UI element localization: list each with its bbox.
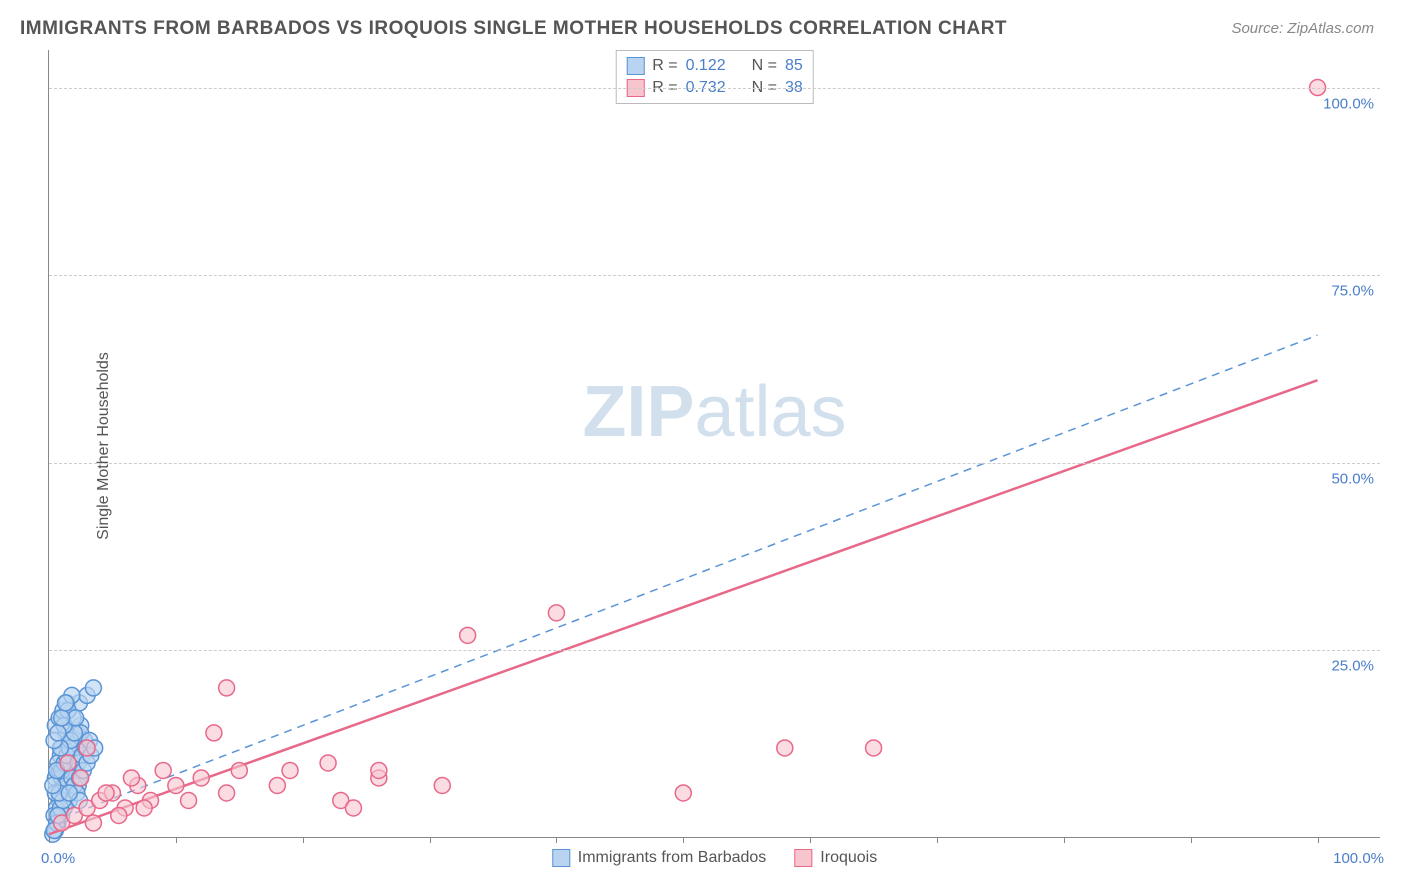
grid-line <box>49 463 1380 464</box>
plot-area: ZIPatlas R =0.122N =85R =0.732N =38 Immi… <box>48 50 1380 838</box>
data-point <box>282 762 298 778</box>
legend-series-label: Immigrants from Barbados <box>578 849 767 867</box>
data-point <box>73 770 89 786</box>
data-point <box>57 695 73 711</box>
x-tick-label: 100.0% <box>1333 850 1384 867</box>
data-point <box>269 777 285 793</box>
x-tick <box>556 837 557 843</box>
data-point <box>866 740 882 756</box>
data-point <box>219 680 235 696</box>
trend-line <box>49 335 1318 823</box>
x-tick-label: 0.0% <box>41 850 75 867</box>
y-tick-label: 25.0% <box>1331 658 1374 675</box>
x-tick <box>1191 837 1192 843</box>
legend-swatch <box>794 849 812 867</box>
y-tick-label: 50.0% <box>1331 470 1374 487</box>
data-point <box>60 755 76 771</box>
data-point <box>61 785 77 801</box>
legend-series: Immigrants from Barbados Iroquois <box>552 849 877 867</box>
data-point <box>434 777 450 793</box>
legend-r-label: R = <box>652 55 677 77</box>
data-point <box>98 785 114 801</box>
x-tick <box>303 837 304 843</box>
legend-n-value: 85 <box>785 55 803 77</box>
data-point <box>168 777 184 793</box>
plot-svg <box>49 50 1380 837</box>
data-point <box>111 807 127 823</box>
data-point <box>54 710 70 726</box>
x-tick <box>430 837 431 843</box>
x-tick <box>49 837 50 843</box>
data-point <box>345 800 361 816</box>
data-point <box>45 777 61 793</box>
x-tick <box>1318 837 1319 843</box>
data-point <box>136 800 152 816</box>
data-point <box>85 680 101 696</box>
data-point <box>50 725 66 741</box>
data-point <box>675 785 691 801</box>
legend-n-label: N = <box>752 55 777 77</box>
x-tick <box>176 837 177 843</box>
grid-line <box>49 275 1380 276</box>
legend-stats-row: R = 0.122 N = 85 <box>626 55 803 77</box>
grid-line <box>49 650 1380 651</box>
data-point <box>371 762 387 778</box>
y-tick-label: 100.0% <box>1323 95 1374 112</box>
legend-series-item: Immigrants from Barbados <box>552 849 767 867</box>
source-label: Source: ZipAtlas.com <box>1231 20 1374 37</box>
data-point <box>206 725 222 741</box>
data-point <box>231 762 247 778</box>
data-point <box>548 605 564 621</box>
data-point <box>777 740 793 756</box>
x-tick <box>810 837 811 843</box>
x-tick <box>683 837 684 843</box>
data-point <box>193 770 209 786</box>
x-tick <box>937 837 938 843</box>
chart-title: IMMIGRANTS FROM BARBADOS VS IROQUOIS SIN… <box>20 18 1007 40</box>
legend-stats: R =0.122N =85R =0.732N =38 <box>615 50 814 104</box>
grid-line <box>49 88 1380 89</box>
y-tick-label: 75.0% <box>1331 283 1374 300</box>
data-point <box>219 785 235 801</box>
legend-swatch <box>552 849 570 867</box>
legend-swatch <box>626 57 644 75</box>
data-point <box>320 755 336 771</box>
data-point <box>181 792 197 808</box>
data-point <box>79 740 95 756</box>
legend-series-item: Iroquois <box>794 849 877 867</box>
x-tick <box>1064 837 1065 843</box>
legend-series-label: Iroquois <box>820 849 877 867</box>
correlation-chart: IMMIGRANTS FROM BARBADOS VS IROQUOIS SIN… <box>0 0 1406 892</box>
legend-r-value: 0.122 <box>686 55 726 77</box>
data-point <box>155 762 171 778</box>
data-point <box>85 815 101 831</box>
data-point <box>460 627 476 643</box>
data-point <box>123 770 139 786</box>
